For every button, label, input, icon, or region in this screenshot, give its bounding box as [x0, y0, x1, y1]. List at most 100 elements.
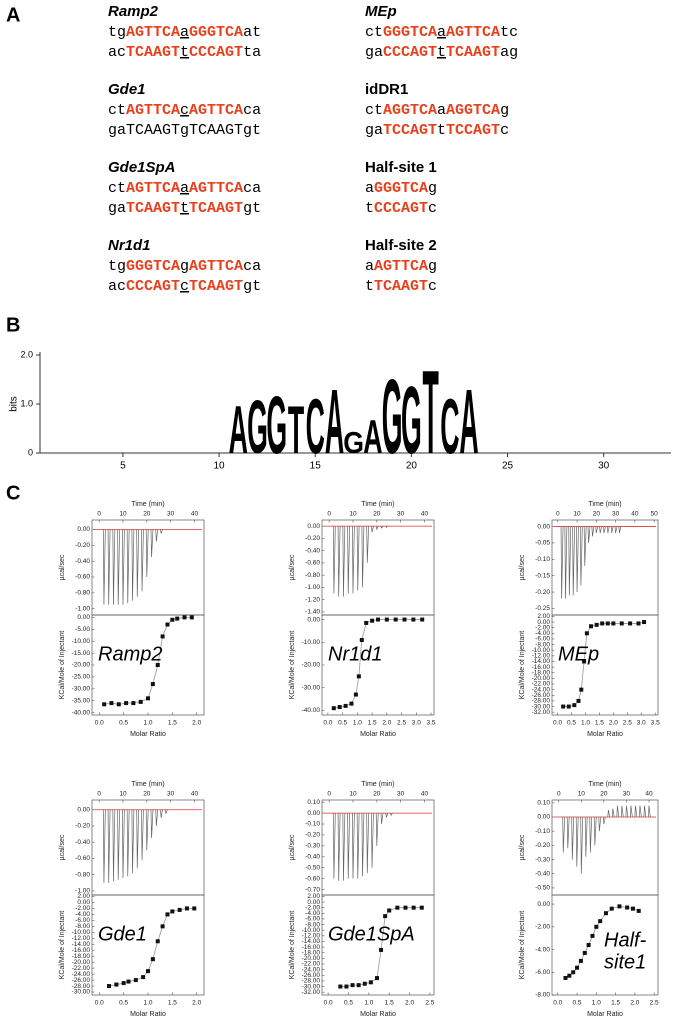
axis-label: bits [9, 396, 20, 412]
sequence-name: idDR1 [365, 81, 408, 98]
sequence-name: Nr1d1 [108, 237, 151, 254]
data-point [126, 979, 131, 984]
tick-label: -22.00 [532, 681, 551, 688]
data-point [636, 621, 641, 626]
injection-peak [587, 526, 591, 543]
injection-peak [603, 526, 606, 534]
data-point [411, 617, 416, 622]
sequence-segment: ag [500, 44, 518, 61]
sequence-line: aGGGTCAg [365, 180, 437, 197]
tick-label: -2.00 [305, 904, 320, 911]
tick-label: 2.0 [405, 1000, 414, 1007]
data-point [177, 907, 182, 912]
sequence-segment: GGGTCA [189, 24, 243, 41]
sequence-segment: CCCAGT [374, 200, 428, 217]
tick-label: -0.10 [305, 821, 320, 828]
tick-label: -1.20 [305, 596, 320, 603]
tick-label: -16.00 [72, 947, 91, 954]
data-point [576, 698, 581, 703]
panel-label: B [6, 314, 20, 336]
fit-curve [565, 905, 639, 979]
injection-peak [126, 529, 130, 604]
tick-label: 3.5 [427, 720, 436, 727]
tick-label: 2.00 [77, 893, 90, 900]
injection-peak [575, 817, 579, 867]
injection-peak [347, 813, 350, 879]
sequence-line: gaTCAAGTtTCAAGTgt [108, 200, 261, 217]
injection-peak [160, 529, 163, 534]
axis-label: Time (min) [361, 781, 394, 788]
tick-label: 30 [397, 791, 405, 798]
injection-peak [595, 526, 599, 534]
sequence-segment: ca [243, 102, 261, 119]
tick-label: -0.40 [305, 547, 320, 554]
logo-letter: G [343, 426, 364, 460]
injection-peak [342, 526, 346, 597]
sequence-segment: g [428, 180, 437, 197]
axis-label: Molar Ratio [360, 731, 396, 738]
data-point [379, 947, 384, 952]
tick-label: 0 [556, 511, 560, 518]
data-point [362, 981, 367, 986]
sequence-segment: ga [365, 122, 383, 139]
injection-peak [141, 529, 144, 592]
sequence-segment: AGTTCA [446, 24, 500, 41]
data-point [114, 982, 119, 987]
tick-label: 30 [598, 461, 610, 472]
sequence-segment: g [180, 122, 189, 139]
tick-label: -4.00 [535, 946, 550, 953]
sequence-segment: t [365, 200, 374, 217]
sequence-segment: t [180, 200, 189, 217]
sequence-line: tgAGTTCAaGGGTCAat [108, 24, 261, 41]
sequence-segment: t [437, 122, 446, 139]
fit-curve [340, 907, 422, 987]
tick-label: -10.00 [532, 647, 551, 654]
injection-peak [607, 809, 611, 818]
sequence-segment: ct [365, 102, 383, 119]
injection-peak [347, 526, 350, 594]
tick-label: 1.0 [592, 1000, 601, 1007]
sequence-segment: GGGTCA [383, 24, 437, 41]
logo-letter: G [401, 367, 422, 473]
tick-label: 0.5 [119, 720, 128, 727]
sequence-segment: CCCAGT [383, 44, 437, 61]
injection-peak [145, 809, 149, 851]
data-point [598, 919, 603, 924]
axis-label: KCal/Mole of Injectant [59, 631, 66, 700]
data-point [165, 912, 170, 917]
injection-peak [136, 529, 140, 597]
injection-peak [150, 809, 154, 839]
tick-label: -28.00 [302, 978, 321, 985]
tick-label: 20 [600, 791, 608, 798]
data-point [419, 905, 424, 910]
injection-peak [375, 525, 379, 531]
sequence-segment: ta [243, 44, 261, 61]
tick-label: 0.0 [95, 720, 104, 727]
injection-peak [648, 805, 651, 818]
injection-peak [122, 529, 125, 605]
data-point [605, 621, 610, 626]
injection-peak [564, 526, 568, 599]
tick-label: -16.00 [532, 664, 551, 671]
data-point [359, 638, 364, 642]
tick-label: 1.5 [595, 720, 604, 727]
tick-label: 2.0 [630, 1000, 639, 1007]
tick-label: -10.00 [72, 929, 91, 936]
injection-peak [337, 813, 341, 881]
tick-label: -10.00 [72, 638, 91, 645]
tick-label: 1.0 [143, 1000, 152, 1007]
data-point [617, 904, 622, 909]
tick-label: 10 [119, 511, 127, 518]
tick-label: 10 [214, 461, 226, 472]
tick-label: 0.00 [77, 806, 90, 813]
injection-peak [643, 805, 647, 818]
tick-label: -5.00 [75, 626, 90, 633]
data-point [349, 701, 354, 706]
tick-label: -30.00 [302, 684, 321, 691]
logo-letter: C [440, 383, 459, 470]
data-point [150, 957, 155, 962]
tick-label: -25.00 [72, 674, 91, 681]
injection-peak [150, 529, 154, 558]
data-point [102, 702, 107, 707]
injection-peak [155, 809, 159, 827]
